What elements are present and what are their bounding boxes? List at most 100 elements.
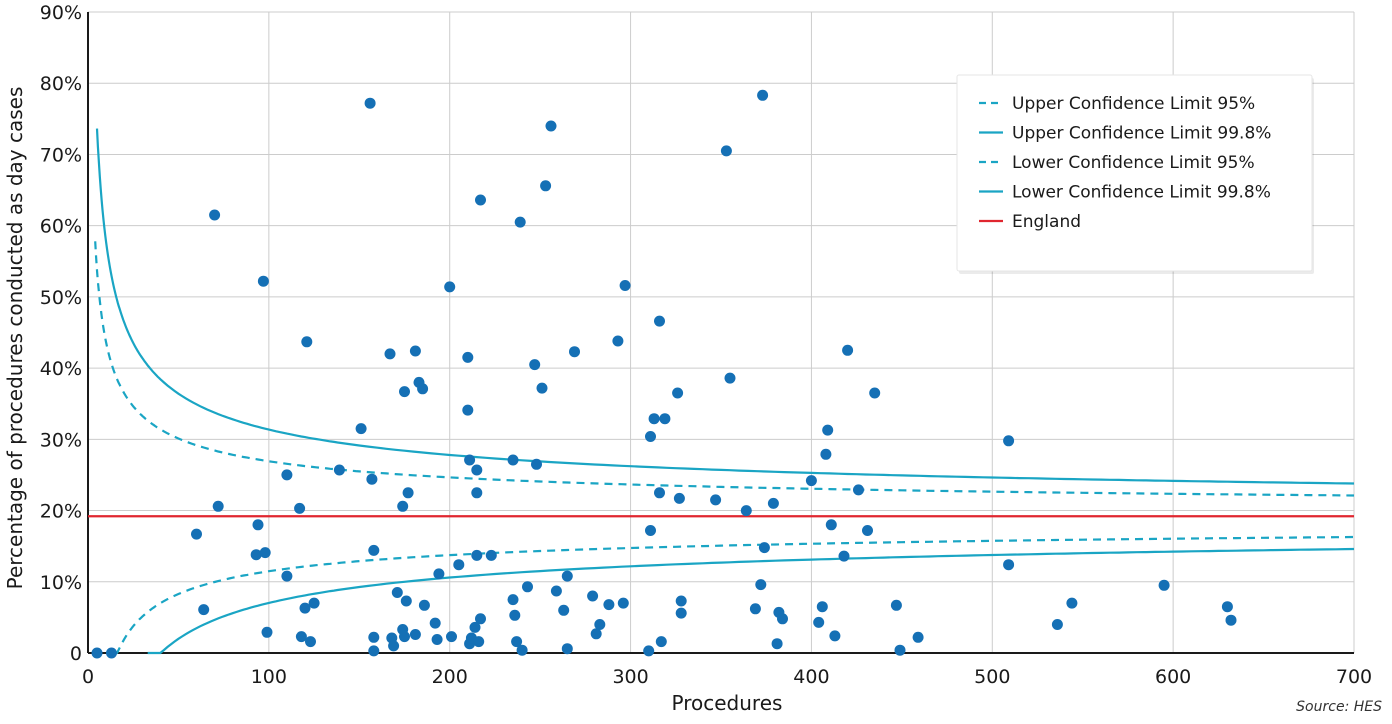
y-tick-label: 60% (40, 216, 82, 238)
y-axis-title: Percentage of procedures conducted as da… (3, 87, 27, 590)
data-point (648, 413, 660, 425)
data-point (446, 631, 457, 643)
data-point (643, 645, 655, 657)
data-point (758, 542, 770, 554)
axes: 0 100 200 300 400 500 600 700 0 10% 20% 30% 40% 50% 60… (40, 2, 1372, 688)
data-point (91, 647, 103, 659)
data-point (558, 604, 570, 616)
data-point (507, 454, 519, 466)
data-point (444, 281, 456, 293)
legend-label: England (1012, 212, 1081, 232)
legend-box (956, 74, 1313, 272)
data-point (514, 216, 526, 228)
data-point (355, 423, 367, 435)
confidence-limits (88, 128, 1355, 655)
data-point (433, 568, 445, 580)
data-point (522, 581, 533, 593)
data-point (106, 647, 117, 659)
data-point (777, 613, 788, 625)
data-point (471, 464, 483, 476)
data-point (545, 120, 557, 132)
data-point (305, 636, 316, 648)
y-tick-label: 20% (40, 501, 82, 523)
data-point (250, 549, 262, 561)
source-note: Source: HES (1296, 699, 1382, 715)
data-point (1158, 579, 1170, 591)
data-point (1066, 597, 1078, 609)
data-point (755, 579, 767, 591)
data-point (825, 519, 837, 531)
data-point (540, 180, 552, 192)
data-point (1225, 614, 1237, 626)
data-point (308, 597, 320, 609)
data-point (710, 494, 722, 506)
data-point (209, 209, 221, 221)
y-tick-label: 40% (40, 358, 82, 380)
data-point (429, 617, 441, 629)
data-point (257, 275, 269, 287)
data-point (259, 547, 271, 559)
data-point (391, 587, 403, 598)
data-point (767, 497, 779, 509)
data-point (191, 528, 202, 540)
y-tick-label: 30% (40, 429, 82, 451)
data-point (757, 89, 769, 101)
data-point (654, 487, 665, 499)
data-point (672, 387, 684, 399)
y-tick-label: 50% (40, 287, 82, 309)
x-tick-label: 300 (612, 666, 648, 688)
data-point (281, 570, 293, 582)
x-tick-label: 700 (1336, 666, 1372, 688)
data-point (724, 372, 736, 384)
data-point (805, 475, 817, 487)
data-point (252, 519, 264, 531)
data-point (749, 603, 761, 615)
data-point (720, 145, 732, 157)
data-point (645, 431, 656, 442)
data-point (740, 505, 752, 517)
data-point (295, 631, 307, 643)
data-point (561, 643, 573, 655)
data-point (645, 525, 656, 536)
lower-limit-95-line (115, 535, 1355, 655)
x-tick-label: 400 (793, 666, 829, 688)
data-point (301, 336, 313, 348)
data-point (822, 424, 834, 436)
y-tick-label: 10% (40, 572, 82, 594)
data-point (853, 484, 864, 496)
data-point (509, 609, 521, 621)
data-point (507, 594, 519, 606)
x-tick-label: 0 (82, 666, 94, 688)
data-point (511, 636, 523, 648)
x-tick-label: 100 (251, 666, 287, 688)
data-point (912, 631, 924, 643)
data-point (594, 619, 606, 630)
legend: Upper Confidence Limit 95% Upper Confiden… (956, 74, 1314, 274)
data-point (462, 351, 474, 363)
data-point (399, 631, 410, 643)
y-tick-label: 90% (40, 2, 82, 24)
data-point (862, 525, 873, 536)
data-point (654, 315, 665, 327)
data-point (299, 602, 311, 614)
data-point (368, 631, 380, 643)
data-point (469, 621, 481, 633)
data-point (368, 645, 380, 657)
data-point (402, 487, 414, 499)
data-point (529, 359, 541, 371)
data-point (675, 595, 687, 607)
upper-limit-99-8-line (95, 128, 1355, 485)
data-point (475, 194, 486, 206)
legend-label: Upper Confidence Limit 95% (1012, 94, 1255, 114)
data-point (1051, 619, 1063, 630)
data-point (617, 597, 629, 609)
data-point (813, 616, 825, 628)
lower-limit-99-8-line (147, 547, 1355, 655)
data-point (471, 549, 483, 561)
data-point (1221, 601, 1233, 613)
legend-label: Upper Confidence Limit 99.8% (1012, 124, 1271, 144)
x-tick-label: 600 (1155, 666, 1191, 688)
x-tick-label: 500 (974, 666, 1010, 688)
